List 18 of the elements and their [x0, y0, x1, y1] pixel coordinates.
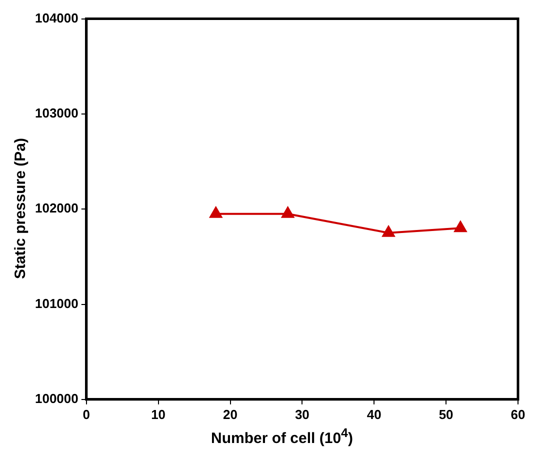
x-tick-label: 30 — [294, 406, 310, 422]
x-axis-title: Number of cell (10$^{4}$) — [210, 426, 354, 447]
point — [382, 226, 395, 237]
y-axis-title: Static pressure (Pa) — [12, 138, 29, 278]
x-tick-label: 0 — [82, 406, 90, 422]
point — [454, 221, 467, 232]
y-tick-label: 100000 — [34, 390, 78, 406]
y-tick-label: 104000 — [34, 10, 78, 26]
x-tick-label: 10 — [151, 406, 166, 422]
x-tick-label: 20 — [223, 406, 238, 422]
x-tick-label: 60 — [510, 406, 526, 422]
x-tick-label: 40 — [366, 406, 382, 422]
y-tick-label: 103000 — [34, 106, 78, 121]
x-tick-label: 50 — [438, 406, 454, 422]
y-tick-label: 102000 — [34, 200, 78, 216]
point — [282, 206, 294, 218]
point — [210, 206, 222, 218]
y-tick-label: 101000 — [34, 296, 78, 311]
